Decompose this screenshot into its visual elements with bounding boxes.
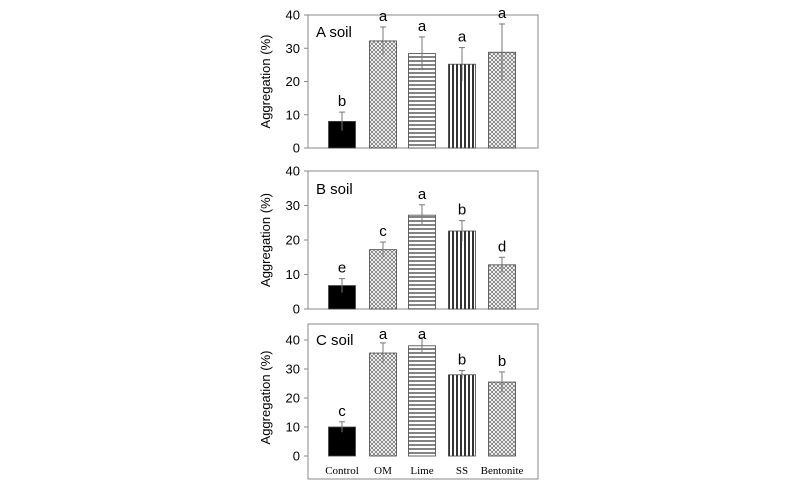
y-tick-label: 0 bbox=[293, 449, 300, 464]
y-axis-label: Aggregation (%) bbox=[258, 35, 273, 129]
bars: c a a b b bbox=[328, 326, 516, 457]
panel-c: C soil Aggregation (%) 0 10 20 30 40 c a a b b C… bbox=[258, 323, 539, 480]
significance-letter: b bbox=[338, 93, 346, 110]
y-axis-label: Aggregation (%) bbox=[258, 193, 273, 287]
bar-om bbox=[369, 40, 397, 149]
significance-letter: b bbox=[458, 351, 466, 368]
significance-letter: e bbox=[338, 260, 346, 277]
y-tick-label: 30 bbox=[286, 198, 300, 213]
y-tick-label: 20 bbox=[286, 233, 300, 248]
bar-om bbox=[369, 249, 397, 310]
significance-letter: a bbox=[418, 326, 427, 343]
y-tick-label: 10 bbox=[286, 267, 300, 282]
y-ticks: 0 10 20 30 40 bbox=[286, 8, 308, 156]
y-tick-label: 40 bbox=[286, 8, 300, 23]
bar-ss bbox=[448, 374, 476, 457]
y-tick-label: 20 bbox=[286, 391, 300, 406]
panel-title: B soil bbox=[316, 181, 353, 198]
bars: b a a a a bbox=[328, 5, 516, 149]
bar-lime bbox=[408, 345, 436, 457]
x-tick-label: Control bbox=[325, 465, 359, 477]
significance-letter: d bbox=[498, 238, 506, 255]
y-tick-label: 30 bbox=[286, 362, 300, 377]
x-tick-label: Lime bbox=[410, 465, 433, 477]
bar-bentonite bbox=[488, 381, 516, 457]
significance-letter: a bbox=[379, 326, 388, 343]
y-tick-label: 0 bbox=[293, 302, 300, 317]
panel-title: C soil bbox=[316, 332, 354, 349]
panel-frame bbox=[307, 323, 539, 480]
significance-letter: c bbox=[338, 403, 346, 420]
y-tick-label: 20 bbox=[286, 74, 300, 89]
panel-a: A soil Aggregation (%) 0 10 20 30 40 b a a a a bbox=[258, 5, 539, 156]
significance-letter: b bbox=[458, 202, 466, 219]
bar-ss bbox=[448, 230, 476, 310]
y-tick-label: 0 bbox=[293, 141, 300, 156]
significance-letter: c bbox=[379, 223, 387, 240]
x-tick-label: OM bbox=[374, 465, 392, 477]
y-tick-label: 40 bbox=[286, 333, 300, 348]
y-tick-label: 10 bbox=[286, 420, 300, 435]
significance-letter: a bbox=[458, 29, 467, 46]
bar-om bbox=[369, 352, 397, 457]
y-tick-label: 40 bbox=[286, 164, 300, 179]
x-tick-label: Bentonite bbox=[481, 465, 524, 477]
significance-letter: b bbox=[498, 353, 506, 370]
significance-letter: a bbox=[379, 8, 388, 25]
y-axis-label: Aggregation (%) bbox=[258, 351, 273, 445]
significance-letter: a bbox=[418, 186, 427, 203]
y-tick-label: 30 bbox=[286, 41, 300, 56]
bar-lime bbox=[408, 214, 436, 310]
significance-letter: a bbox=[498, 5, 507, 22]
x-tick-label: SS bbox=[456, 465, 468, 477]
y-tick-label: 10 bbox=[286, 107, 300, 122]
bars: e c a b d bbox=[328, 186, 516, 310]
y-ticks: 0 10 20 30 40 bbox=[286, 333, 308, 464]
y-ticks: 0 10 20 30 40 bbox=[286, 164, 308, 317]
panel-title: A soil bbox=[316, 24, 352, 41]
panel-b: B soil Aggregation (%) 0 10 20 30 40 e c a b d bbox=[258, 164, 539, 317]
significance-letter: a bbox=[418, 18, 427, 35]
x-tick-labels: Control OM Lime SS Bentonite bbox=[325, 465, 523, 477]
